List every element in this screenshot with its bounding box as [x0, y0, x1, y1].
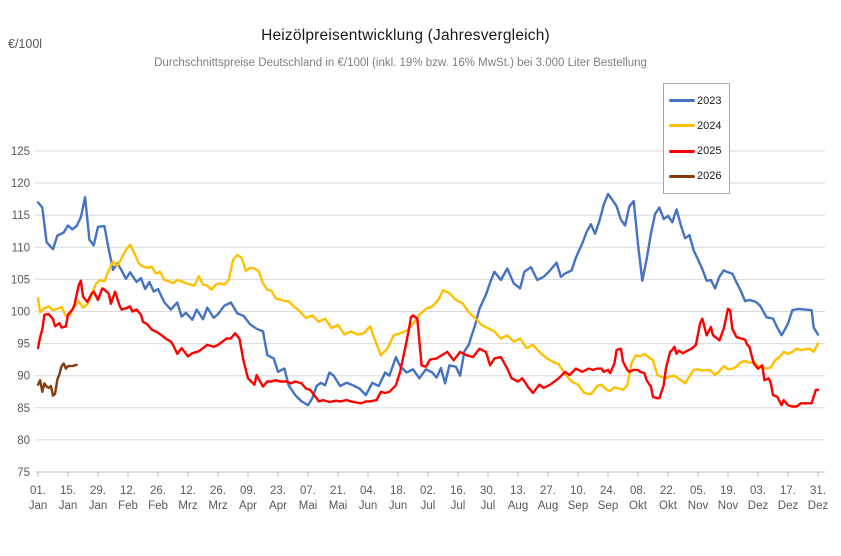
x-axis-label-month-13: Jul: [421, 500, 436, 512]
y-axis-label-100: 100: [11, 307, 30, 319]
legend-item-2025: 2025: [669, 145, 729, 157]
x-axis-label-day-15: 30.: [480, 485, 496, 497]
x-axis-label-day-18: 10.: [570, 485, 586, 497]
x-axis-label-month-10: Mai: [329, 500, 348, 512]
chart-subtitle: Durchschnittspreise Deutschland in €/100…: [154, 57, 647, 69]
y-axis-label-105: 105: [11, 274, 30, 286]
y-axis-label-75: 75: [17, 467, 30, 479]
legend-swatch-2025: [669, 149, 695, 153]
x-axis-label-month-19: Sep: [598, 500, 618, 512]
y-axis-label-85: 85: [17, 403, 30, 415]
x-axis-label-month-22: Nov: [688, 500, 709, 512]
x-axis-label-day-25: 17.: [780, 485, 796, 497]
legend-swatch-2024: [669, 124, 695, 128]
x-axis-label-month-5: Mrz: [178, 500, 197, 512]
x-axis-label-day-1: 15.: [60, 485, 76, 497]
x-axis-label-day-16: 13.: [510, 485, 526, 497]
x-axis-label-month-21: Okt: [659, 500, 678, 512]
x-axis-label-month-12: Jun: [389, 500, 408, 512]
x-axis-label-day-23: 19.: [720, 485, 736, 497]
series-line-2023: [36, 192, 820, 407]
x-axis-label-month-20: Okt: [629, 500, 648, 512]
x-axis-label-month-3: Feb: [118, 500, 138, 512]
x-axis-label-month-15: Jul: [481, 500, 496, 512]
x-axis-label-day-8: 23.: [270, 485, 286, 497]
legend: 2023 2024 2025 2026: [663, 83, 730, 194]
x-axis-label-month-26: Dez: [808, 500, 829, 512]
x-axis-label-month-16: Aug: [508, 500, 528, 512]
x-axis-label-month-1: Jan: [59, 500, 78, 512]
x-axis-label-month-0: Jan: [29, 500, 48, 512]
x-axis-label-month-14: Jul: [451, 500, 466, 512]
x-axis-label-month-8: Apr: [269, 500, 287, 512]
x-axis-label-month-7: Apr: [239, 500, 257, 512]
y-axis-label-125: 125: [11, 146, 30, 158]
x-axis-label-day-3: 12.: [120, 485, 136, 497]
x-axis-label-month-25: Dez: [778, 500, 799, 512]
y-axis-label-90: 90: [17, 371, 30, 383]
chart-title: Heizölpreisentwicklung (Jahresvergleich): [261, 27, 550, 44]
legend-item-2026: 2026: [669, 170, 729, 182]
y-axis-label-120: 120: [11, 178, 30, 190]
x-axis-label-day-7: 09.: [240, 485, 256, 497]
x-axis-label-month-6: Mrz: [208, 500, 227, 512]
x-axis-label-month-18: Sep: [568, 500, 588, 512]
x-axis-label-month-24: Dez: [748, 500, 769, 512]
x-axis-label-day-22: 05.: [690, 485, 706, 497]
x-axis-label-month-23: Nov: [718, 500, 739, 512]
x-axis-label-day-26: 31.: [810, 485, 826, 497]
series-line-2026: [36, 362, 78, 397]
legend-item-2024: 2024: [669, 120, 729, 132]
x-axis-label-day-24: 03.: [750, 485, 766, 497]
x-axis-label-day-2: 29.: [90, 485, 106, 497]
legend-swatch-2026: [669, 174, 695, 178]
x-axis-label-day-14: 16.: [450, 485, 466, 497]
x-axis-label-day-5: 12.: [180, 485, 196, 497]
x-axis-label-day-20: 08.: [630, 485, 646, 497]
legend-label-2026: 2026: [697, 170, 722, 183]
x-axis-label-day-10: 21.: [330, 485, 346, 497]
y-axis-label-95: 95: [17, 339, 30, 351]
y-axis-label-80: 80: [17, 435, 30, 447]
y-axis-label-115: 115: [12, 210, 30, 222]
legend-label-2023: 2023: [697, 94, 722, 107]
y-axis-label-110: 110: [12, 242, 30, 254]
x-axis-label-day-4: 26.: [150, 485, 166, 497]
x-axis-label-day-13: 02.: [420, 485, 436, 497]
x-axis-label-day-9: 07.: [300, 485, 316, 497]
legend-item-2023: 2023: [669, 95, 729, 107]
x-axis-label-month-4: Feb: [148, 500, 168, 512]
x-axis-label-month-17: Aug: [538, 500, 558, 512]
legend-swatch-2023: [669, 99, 695, 103]
legend-label-2025: 2025: [697, 145, 722, 158]
x-axis-label-day-11: 04.: [360, 485, 376, 497]
x-axis-label-day-21: 22.: [660, 485, 676, 497]
x-axis-label-day-19: 24.: [600, 485, 616, 497]
x-axis-label-day-6: 26.: [210, 485, 226, 497]
legend-label-2024: 2024: [697, 119, 722, 132]
y-axis-unit-label: €/100l: [8, 37, 43, 51]
x-axis-label-day-0: 01.: [30, 485, 46, 497]
series-line-2025: [36, 279, 820, 408]
x-axis-label-month-2: Jan: [89, 500, 108, 512]
x-axis-label-day-17: 27.: [540, 485, 556, 497]
x-axis-label-day-12: 18.: [390, 485, 406, 497]
x-axis-label-month-11: Jun: [359, 500, 378, 512]
x-axis-label-month-9: Mai: [299, 500, 318, 512]
